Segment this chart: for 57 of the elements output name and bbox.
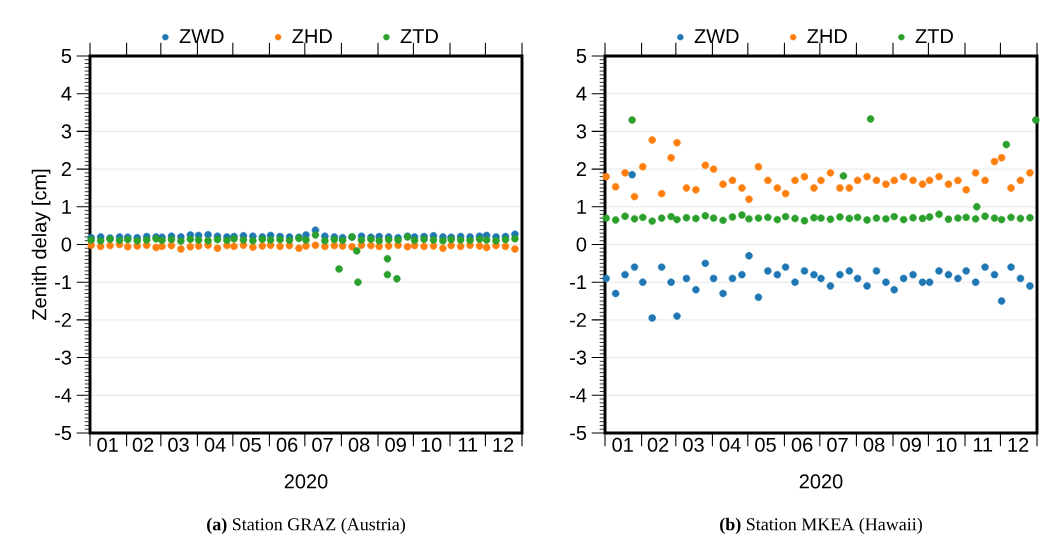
- x-tick-label: 07: [312, 437, 333, 452]
- y-tick-label: -4: [570, 388, 587, 403]
- y-axis-title: Zenith delay [cm]: [31, 169, 51, 321]
- y-tick-label: 0: [61, 237, 72, 252]
- x-tick-label: 10: [936, 437, 957, 452]
- x-tick-label: 10: [421, 437, 442, 452]
- y-tick-label: 4: [576, 86, 587, 101]
- x-tick-label: 01: [612, 437, 633, 452]
- x-tick-label: 09: [385, 437, 406, 452]
- legend-label: ZHD: [807, 29, 847, 44]
- text: (b) Station MKEA (Hawaii): [720, 517, 922, 535]
- x-tick-label: 09: [900, 437, 921, 452]
- x-axis-title: 2020: [284, 474, 328, 489]
- y-tick-label: 3: [576, 124, 587, 139]
- x-tick-label: 06: [791, 437, 813, 452]
- x-axis-title: 2020: [799, 474, 843, 489]
- legend-label: ZWD: [179, 29, 224, 44]
- legend-label: ZTD: [400, 29, 438, 44]
- y-tick-label: -2: [55, 312, 71, 327]
- text: (a) Station GRAZ (Austria): [207, 517, 405, 535]
- y-tick-label: 3: [61, 124, 72, 139]
- y-tick-label: 0: [576, 237, 587, 252]
- y-tick-label: -3: [55, 350, 72, 365]
- x-tick-label: 04: [719, 437, 741, 452]
- x-tick-label: 02: [132, 437, 154, 452]
- x-tick-label: 05: [755, 437, 776, 452]
- x-tick-label: 03: [683, 437, 704, 452]
- x-tick-label: 11: [458, 437, 478, 452]
- x-tick-label: 08: [348, 437, 370, 452]
- legend-label: ZHD: [292, 29, 332, 44]
- x-tick-label: 08: [863, 437, 885, 452]
- x-tick-label: 05: [240, 437, 261, 452]
- legend-label: ZWD: [694, 29, 739, 44]
- x-tick-label: 03: [168, 437, 189, 452]
- y-tick-label: -1: [55, 275, 71, 290]
- y-tick-label: 4: [61, 86, 72, 101]
- x-tick-label: 04: [204, 437, 226, 452]
- y-tick-label: 2: [576, 162, 586, 177]
- x-tick-label: 12: [493, 437, 514, 452]
- y-tick-label: -1: [570, 275, 586, 290]
- x-tick-label: 12: [1008, 437, 1029, 452]
- x-tick-label: 07: [827, 437, 848, 452]
- y-tick-label: -5: [55, 426, 72, 440]
- x-tick-label: 11: [973, 437, 993, 452]
- x-tick-label: 01: [97, 437, 118, 452]
- y-tick-label: -5: [570, 426, 587, 440]
- y-tick-label: 1: [62, 199, 71, 214]
- y-tick-label: -4: [55, 388, 72, 403]
- y-tick-label: -2: [570, 312, 586, 327]
- x-tick-label: 06: [276, 437, 298, 452]
- y-tick-label: 5: [61, 49, 72, 63]
- y-tick-label: 5: [576, 49, 587, 63]
- y-tick-label: 2: [61, 162, 71, 177]
- x-tick-label: 02: [647, 437, 669, 452]
- legend-label: ZTD: [915, 29, 953, 44]
- y-tick-label: -3: [570, 350, 587, 365]
- y-tick-label: 1: [577, 199, 586, 214]
